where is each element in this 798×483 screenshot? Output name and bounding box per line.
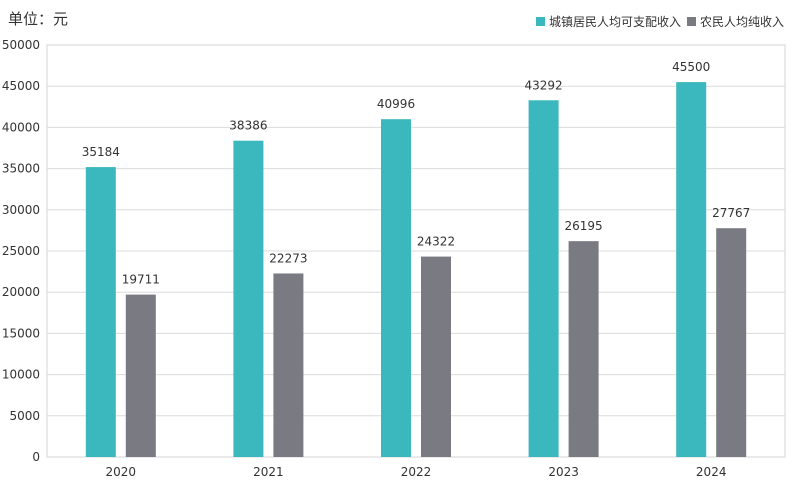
- data-label: 26195: [565, 219, 603, 233]
- bar-urban-2021: [233, 140, 264, 458]
- y-tick-label: 35000: [2, 162, 40, 176]
- legend: 城镇居民人均可支配收入 农民人均纯收入: [530, 13, 784, 30]
- y-tick-label: 15000: [2, 326, 40, 340]
- legend-item-urban: 城镇居民人均可支配收入: [535, 13, 681, 30]
- y-tick-label: 20000: [2, 285, 40, 299]
- x-tick-label: 2023: [548, 465, 579, 479]
- bar-rural-2024: [716, 228, 747, 457]
- gridlines: [47, 85, 785, 417]
- data-label: 43292: [525, 78, 563, 92]
- y-tick-label: 50000: [2, 38, 40, 52]
- y-tick-label: 0: [32, 450, 40, 464]
- legend-label-urban: 城镇居民人均可支配收入: [548, 15, 681, 29]
- data-label: 35184: [82, 145, 120, 159]
- data-label: 45500: [672, 60, 710, 74]
- data-label: 27767: [712, 206, 750, 220]
- data-label: 24322: [417, 235, 455, 249]
- data-label: 22273: [269, 251, 307, 265]
- bar-rural-2020: [125, 294, 156, 457]
- bar-rural-2022: [421, 256, 451, 457]
- bar-rural-2023: [568, 241, 599, 457]
- bar-urban-2023: [528, 100, 559, 457]
- bar-urban-2020: [85, 167, 116, 457]
- unit-label: 单位：元: [8, 10, 69, 28]
- bar-rural-2021: [273, 273, 304, 457]
- x-tick-label: 2020: [106, 465, 137, 479]
- legend-label-rural: 农民人均纯收入: [699, 15, 784, 29]
- legend-swatch-rural: [686, 17, 696, 26]
- x-tick-label: 2022: [401, 465, 432, 479]
- data-label: 19711: [122, 273, 160, 287]
- data-labels: 35184 19711 38386 22273 40996 24322 43292 26195…: [82, 60, 751, 287]
- y-tick-label: 30000: [2, 203, 40, 217]
- bars: [85, 82, 747, 458]
- legend-item-rural: 农民人均纯收入: [686, 13, 784, 30]
- y-tick-label: 40000: [2, 120, 40, 134]
- y-tick-label: 25000: [2, 244, 40, 258]
- y-tick-label: 45000: [2, 79, 40, 93]
- y-tick-label: 10000: [2, 368, 40, 382]
- x-tick-label: 2021: [253, 465, 284, 479]
- x-tick-label: 2024: [696, 465, 727, 479]
- data-label: 40996: [377, 97, 415, 111]
- bar-urban-2022: [381, 119, 411, 457]
- legend-swatch-urban: [535, 17, 545, 26]
- y-axis-ticks: 0 5000 10000 15000 20000 25000 30000 35000 40000…: [2, 38, 40, 464]
- bar-urban-2024: [676, 82, 707, 457]
- x-axis-ticks: 2020 2021 2022 2023 2024: [106, 465, 727, 479]
- y-tick-label: 5000: [9, 409, 40, 423]
- data-label: 38386: [229, 119, 267, 133]
